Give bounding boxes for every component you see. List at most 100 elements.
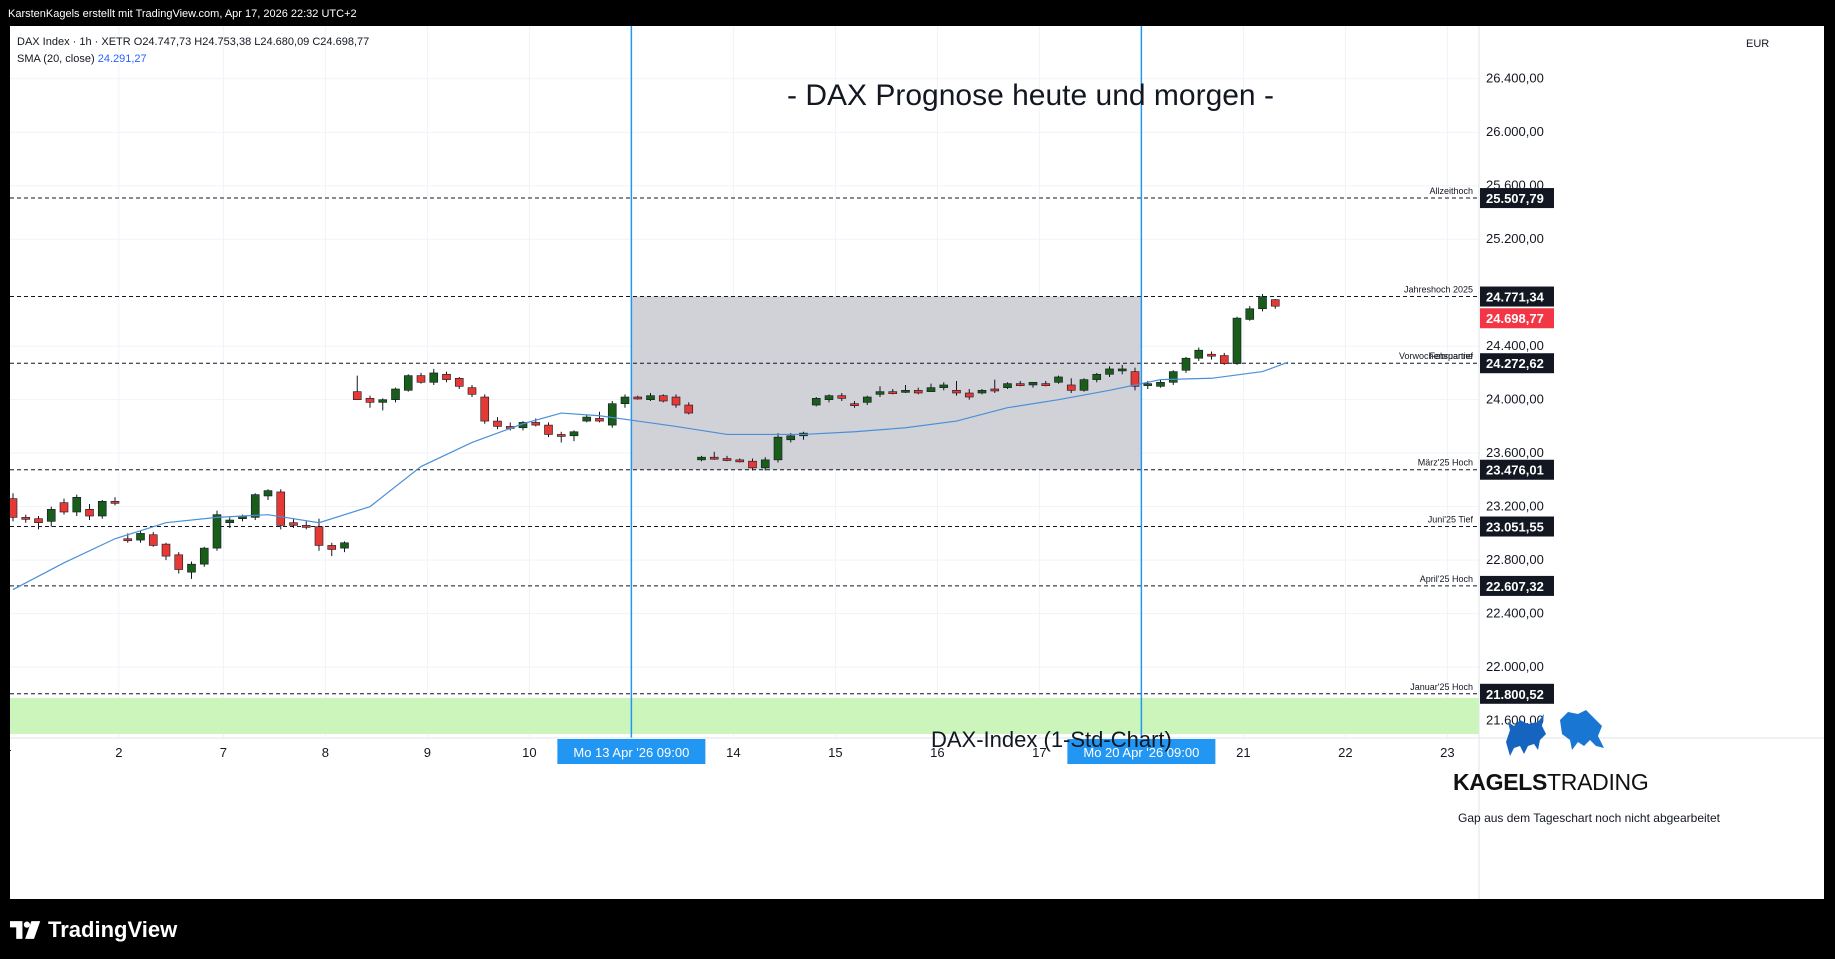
level-price-label: 25.507,79 (1486, 191, 1544, 206)
candle-body (365, 398, 375, 403)
candle-body (1194, 349, 1204, 359)
candle-body (416, 375, 426, 383)
chart-subtitle: DAX-Index (1-Std-Chart) (931, 727, 1172, 752)
candle-body (582, 416, 592, 422)
currency-label[interactable]: EUR (1746, 38, 1770, 50)
candle-body (72, 496, 82, 513)
time-tick-label: 16 (930, 745, 944, 760)
candle-body (467, 387, 477, 395)
time-tick-label: 14 (726, 745, 740, 760)
bull-bear-icon (1506, 710, 1604, 756)
last-price-box (1480, 308, 1554, 329)
chart-legend: DAX Index · 1h · XETR O24.747,73 H24.753… (17, 34, 369, 68)
candle-body (926, 387, 936, 392)
time-tick-label: 23 (1440, 745, 1454, 760)
candle-body (97, 501, 107, 517)
candle-body (289, 522, 298, 526)
price-tick-label: 26.000,00 (1486, 124, 1544, 139)
chart-svg[interactable]: Vorwochenspanne Allzeithoch Jahreshoch 202… (10, 26, 1824, 899)
candle-body (1168, 371, 1178, 383)
candle-body (1156, 381, 1165, 387)
candle-body (301, 525, 311, 528)
candle-body (556, 434, 566, 437)
candle-body (646, 395, 655, 400)
candle-body (314, 526, 324, 546)
candle-body (1066, 384, 1076, 391)
time-tick-label: 7 (220, 745, 227, 760)
tradingview-logo[interactable]: TradingView (10, 917, 177, 943)
candle-body (901, 390, 910, 393)
candle-body (1105, 368, 1114, 375)
candle-body (748, 460, 757, 469)
candle-body (85, 509, 94, 517)
candle-body (429, 372, 439, 383)
time-tick-label: 15 (828, 745, 842, 760)
candle-body (340, 542, 349, 549)
candle-body (811, 398, 821, 406)
symbol-ohlc-line[interactable]: DAX Index · 1h · XETR O24.747,73 H24.753… (17, 36, 370, 48)
sma-value: 24.291,27 (97, 53, 147, 65)
price-tick-label: 23.200,00 (1486, 499, 1544, 514)
candle-body (875, 391, 885, 395)
candle-body (697, 456, 706, 461)
candle-body (1079, 379, 1089, 391)
sma-line (12, 361, 1289, 591)
level-price-box (1480, 188, 1554, 209)
candle-body (913, 390, 923, 394)
time-tick-label: 21 (1236, 745, 1250, 760)
prior-week-range-zone (631, 296, 1142, 470)
price-tick-label: 23.600,00 (1486, 445, 1544, 460)
level-price-box (1480, 286, 1554, 307)
candle-body (1054, 376, 1063, 383)
candle-body (1015, 383, 1025, 386)
candle-body (1219, 355, 1229, 364)
candle-body (110, 501, 120, 504)
candle-body (888, 391, 898, 394)
candle-body (378, 399, 388, 403)
candle-body (658, 395, 668, 402)
time-tick-label: 10 (522, 745, 536, 760)
last-price-label: 24.698,77 (1486, 311, 1544, 326)
tradingview-icon (10, 921, 41, 939)
time-marker-label: Mo 20 Apr '26 09:00 (1083, 745, 1199, 760)
candle-body (607, 403, 617, 426)
level-label: Allzeithoch (1429, 186, 1473, 196)
sma-legend-line[interactable]: SMA (20, close) 24.291,27 (17, 51, 369, 68)
candle-body (709, 456, 719, 460)
candle-body (442, 373, 451, 380)
candle-body (1041, 383, 1051, 386)
candle-body (862, 396, 872, 403)
price-tick-label: 22.800,00 (1486, 552, 1544, 567)
level-price-label: 23.476,01 (1486, 463, 1544, 478)
candle-body (735, 459, 745, 463)
kagels-trading-logo: KAGELSTRADING (1453, 704, 1653, 795)
candle-body (595, 418, 604, 422)
candle-body (59, 502, 69, 513)
time-tick-label: 9 (424, 745, 431, 760)
candle-body (1028, 381, 1038, 386)
candle-body (276, 491, 286, 526)
kagels-wordmark: KAGELSTRADING (1453, 769, 1649, 795)
candle-body (544, 424, 553, 435)
price-tick-label: 24.000,00 (1486, 392, 1544, 407)
candle-body (263, 490, 273, 497)
candle-body (977, 390, 987, 394)
level-label: Februartief (1429, 351, 1473, 361)
time-tick-label: 17 (1032, 745, 1046, 760)
candle-body (1232, 317, 1242, 364)
candle-body (123, 538, 133, 542)
level-price-label: 24.272,62 (1486, 356, 1544, 371)
level-price-box (1480, 516, 1554, 537)
candle-body (403, 375, 413, 391)
candle-body (569, 431, 579, 437)
candle-body (633, 396, 643, 400)
candle-body (850, 403, 859, 406)
price-tick-label: 22.000,00 (1486, 659, 1544, 674)
time-tick-label: 22 (1338, 745, 1352, 760)
chart-panel[interactable]: Vorwochenspanne Allzeithoch Jahreshoch 202… (10, 26, 1824, 899)
time-tick-label: 8 (322, 745, 329, 760)
time-tick-label: 2 (115, 745, 122, 760)
candle-body (34, 518, 43, 524)
gap-note: Gap aus dem Tageschart noch nicht abgear… (1458, 811, 1720, 825)
candle-body (531, 422, 541, 426)
